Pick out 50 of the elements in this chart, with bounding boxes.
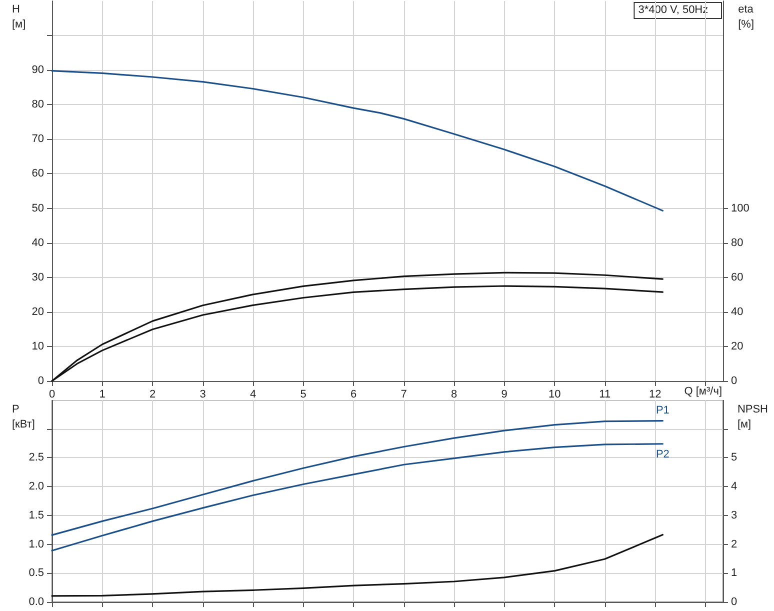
y2-tick-label: 40: [731, 306, 744, 318]
x-tick-label: 3: [200, 388, 206, 400]
y-tick-label: 0.0: [28, 596, 44, 608]
y2-axis-title: eta [%]: [738, 4, 754, 30]
y-tick-label: 2.5: [28, 452, 44, 464]
y2-tick-label: 1: [731, 567, 738, 580]
y-tick-label: 0.5: [28, 567, 44, 580]
y-tick-label: 60: [32, 168, 44, 180]
y2-tick-label: 80: [731, 236, 744, 249]
y-tick-label: 20: [32, 306, 44, 318]
x-tick-label: 10: [548, 388, 561, 400]
x-tick-label: 1: [99, 388, 106, 400]
y2-axis-title: NPSH [м]: [737, 404, 768, 430]
x-tick-label: 0: [48, 388, 56, 400]
y-tick-label: 30: [32, 271, 44, 284]
series-label: P2: [656, 448, 670, 460]
x-tick-label: 2: [149, 388, 156, 400]
y-tick-label: 90: [32, 64, 44, 76]
line-series: [51, 70, 664, 212]
y2-tick-label: 20: [731, 340, 744, 352]
x-tick-label: 4: [250, 388, 256, 400]
y-tick-label: 70: [32, 133, 44, 146]
y-tick-label: 40: [32, 236, 44, 249]
y2-tick-label: 0: [731, 375, 738, 387]
y2-tick-label: 5: [731, 452, 738, 464]
y2-tick-label: 4: [731, 480, 738, 493]
line-series: [51, 534, 664, 597]
y-axis-title: P [кВт]: [12, 404, 35, 430]
y-tick-label: 1.0: [28, 538, 44, 550]
y2-tick-label: 100: [731, 202, 750, 214]
y2-tick-label: 0: [731, 596, 738, 608]
y-tick-label: 0: [38, 375, 44, 387]
y-tick-label: 10: [32, 340, 44, 352]
x-tick-label: 9: [501, 388, 508, 400]
y2-tick-label: 2: [731, 538, 738, 550]
y-tick-label: 2.0: [28, 480, 44, 493]
y-tick-label: 50: [32, 202, 44, 214]
y-tick-label: 1.5: [28, 509, 44, 522]
x-tick-label: 7: [400, 388, 407, 400]
x-tick-label: 8: [451, 388, 458, 400]
x-tick-label: 12: [649, 388, 662, 400]
y2-tick-label: 60: [731, 271, 744, 284]
series-label: P1: [656, 404, 670, 416]
x-tick-label: 6: [350, 388, 357, 400]
x-tick-label: 5: [300, 388, 306, 400]
y-axis-title: H [м]: [12, 4, 26, 30]
y-tick-label: 80: [32, 98, 44, 111]
x-tick-label: 11: [599, 388, 611, 400]
y2-tick-label: 3: [731, 509, 738, 522]
x-axis-title: Q [м³/ч]: [684, 386, 722, 398]
